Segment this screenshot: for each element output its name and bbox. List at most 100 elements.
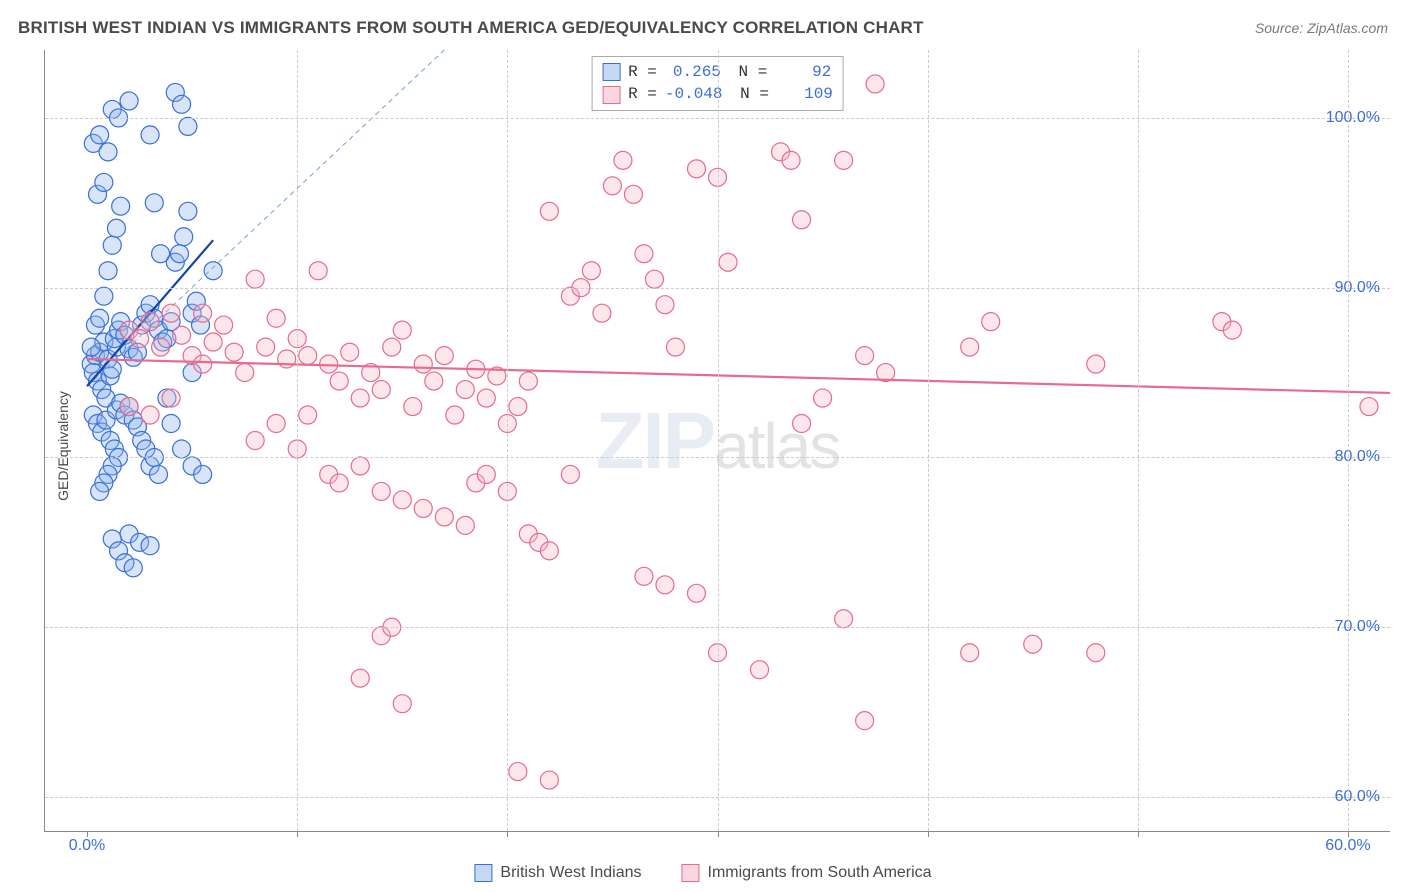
stat-r-label: R = (628, 83, 657, 105)
scatter-point (236, 364, 254, 382)
scatter-point (477, 465, 495, 483)
scatter-point (215, 316, 233, 334)
scatter-point (194, 355, 212, 373)
scatter-point (635, 245, 653, 263)
stat-n-value: 92 (775, 61, 831, 83)
scatter-point (309, 262, 327, 280)
legend-label: Immigrants from South America (708, 864, 932, 882)
scatter-point (267, 309, 285, 327)
scatter-point (540, 202, 558, 220)
scatter-point (91, 482, 109, 500)
legend-swatch (602, 86, 620, 104)
scatter-point (866, 75, 884, 93)
scatter-point (173, 440, 191, 458)
scatter-point (120, 92, 138, 110)
scatter-point (120, 398, 138, 416)
scatter-point (145, 194, 163, 212)
scatter-point (175, 228, 193, 246)
scatter-point (814, 389, 832, 407)
scatter-point (856, 347, 874, 365)
scatter-point (152, 245, 170, 263)
scatter-point (435, 508, 453, 526)
scatter-point (635, 567, 653, 585)
scatter-point (152, 338, 170, 356)
bottom-legend: British West Indians Immigrants from Sout… (474, 864, 931, 882)
chart-title: BRITISH WEST INDIAN VS IMMIGRANTS FROM S… (18, 18, 924, 38)
legend-swatch (602, 63, 620, 81)
trend-line (87, 359, 1390, 393)
scatter-point (162, 415, 180, 433)
scatter-point (194, 465, 212, 483)
scatter-point (149, 465, 167, 483)
scatter-point (162, 389, 180, 407)
scatter-point (372, 482, 390, 500)
scatter-point (782, 151, 800, 169)
scatter-point (204, 333, 222, 351)
scatter-point (425, 372, 443, 390)
x-tick-mark (718, 831, 719, 837)
scatter-point (793, 211, 811, 229)
scatter-point (414, 499, 432, 517)
scatter-point (961, 644, 979, 662)
scatter-point (246, 432, 264, 450)
scatter-point (856, 712, 874, 730)
y-tick-label: 80.0% (1335, 448, 1380, 466)
stat-n-value: 109 (777, 83, 833, 105)
scatter-point (204, 262, 222, 280)
header: BRITISH WEST INDIAN VS IMMIGRANTS FROM S… (18, 18, 1388, 38)
scatter-point (173, 95, 191, 113)
y-tick-label: 100.0% (1326, 109, 1380, 127)
legend-swatch (474, 864, 492, 882)
scatter-point (1223, 321, 1241, 339)
scatter-point (179, 202, 197, 220)
scatter-point (603, 177, 621, 195)
legend-item: Immigrants from South America (682, 864, 932, 882)
scatter-point (141, 126, 159, 144)
scatter-point (835, 610, 853, 628)
scatter-point (179, 117, 197, 135)
scatter-point (91, 126, 109, 144)
scatter-point (751, 661, 769, 679)
x-tick-label: 0.0% (69, 837, 105, 855)
scatter-point (835, 151, 853, 169)
scatter-point (645, 270, 663, 288)
x-tick-mark (1138, 831, 1139, 837)
scatter-point (299, 347, 317, 365)
scatter-point (1360, 398, 1378, 416)
scatter-point (246, 270, 264, 288)
scatter-point (666, 338, 684, 356)
scatter-point (194, 304, 212, 322)
scatter-point (91, 309, 109, 327)
stat-r-value: 0.265 (665, 61, 721, 83)
scatter-point (351, 389, 369, 407)
x-tick-mark (928, 831, 929, 837)
gridline-vertical (718, 50, 719, 831)
legend-swatch (682, 864, 700, 882)
scatter-point (171, 245, 189, 263)
scatter-point (1087, 644, 1105, 662)
stat-r-value: -0.048 (665, 83, 723, 105)
gridline-vertical (1138, 50, 1139, 831)
scatter-point (477, 389, 495, 407)
source-label: Source: ZipAtlas.com (1255, 20, 1388, 36)
scatter-point (793, 415, 811, 433)
scatter-point (456, 381, 474, 399)
scatter-point (372, 381, 390, 399)
legend-item: British West Indians (474, 864, 641, 882)
scatter-point (162, 304, 180, 322)
scatter-point (624, 185, 642, 203)
scatter-point (393, 491, 411, 509)
scatter-point (131, 330, 149, 348)
scatter-point (299, 406, 317, 424)
scatter-point (1087, 355, 1105, 373)
chart-area: ZIPatlas R =0.265 N =92R =-0.048 N =109 … (44, 50, 1390, 832)
scatter-point (656, 296, 674, 314)
scatter-point (561, 465, 579, 483)
scatter-point (540, 771, 558, 789)
scatter-point (141, 537, 159, 555)
scatter-point (99, 262, 117, 280)
gridline-vertical (928, 50, 929, 831)
scatter-point (687, 584, 705, 602)
scatter-point (99, 143, 117, 161)
scatter-point (341, 343, 359, 361)
